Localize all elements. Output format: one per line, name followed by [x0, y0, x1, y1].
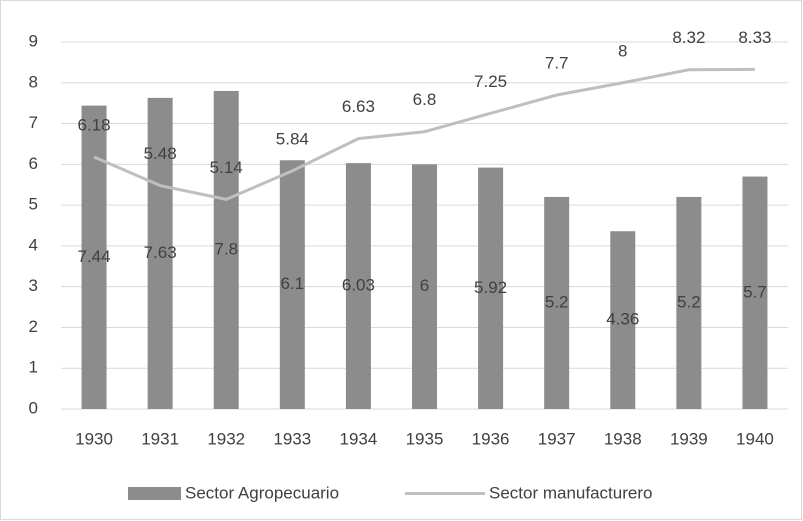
line-value-label: 6.8 [413, 90, 437, 109]
bar [279, 160, 305, 409]
y-tick-label: 7 [29, 113, 38, 132]
x-tick-label: 1930 [75, 429, 113, 448]
bar [544, 196, 570, 409]
y-tick-label: 6 [29, 154, 38, 173]
y-tick-label: 9 [29, 31, 38, 50]
bar [147, 97, 173, 410]
line [93, 67, 755, 201]
y-tick-label: 3 [29, 276, 38, 295]
line-value-label: 6.18 [77, 115, 110, 134]
x-tick-label: 1934 [339, 429, 377, 448]
x-tick-label: 1935 [406, 429, 444, 448]
x-tick-label: 1932 [207, 429, 245, 448]
bar-value-label: 7.44 [77, 247, 110, 266]
bar [478, 167, 504, 409]
line-value-label: 7.25 [474, 72, 507, 91]
bar-value-label: 4.36 [606, 310, 639, 329]
bar-value-label: 6.03 [342, 276, 375, 295]
bar-value-label: 7.8 [214, 239, 238, 258]
y-tick-label: 1 [29, 358, 38, 377]
bar [345, 163, 371, 409]
line-value-label: 8.32 [672, 28, 705, 47]
line-value-label: 8.33 [738, 28, 771, 47]
line-value-label: 6.63 [342, 97, 375, 116]
bar-value-label: 5.2 [545, 292, 569, 311]
x-tick-label: 1931 [141, 429, 179, 448]
x-tick-label: 1940 [736, 429, 774, 448]
y-tick-label: 8 [29, 72, 38, 91]
bar-value-label: 5.7 [743, 282, 767, 301]
x-tick-label: 1933 [273, 429, 311, 448]
x-tick-label: 1937 [538, 429, 576, 448]
bar [412, 164, 437, 409]
bar [213, 90, 239, 409]
bar-value-label: 6.1 [280, 274, 304, 293]
bar-value-label: 6 [420, 276, 429, 295]
y-tick-label: 4 [29, 235, 38, 254]
x-tick-label: 1939 [670, 429, 708, 448]
bar [676, 196, 702, 409]
y-tick-label: 0 [29, 398, 38, 417]
x-tick-label: 1938 [604, 429, 642, 448]
line-value-label: 7.7 [545, 53, 569, 72]
line-value-label: 8 [618, 41, 627, 60]
legend-label: Sector manufacturero [489, 483, 652, 502]
line-value-label: 5.84 [276, 129, 309, 148]
bar-value-label: 5.92 [474, 278, 507, 297]
bar [742, 176, 768, 409]
bar-value-label: 5.2 [677, 292, 701, 311]
bar-value-label: 7.63 [144, 243, 177, 262]
x-tick-label: 1936 [472, 429, 510, 448]
bar [81, 105, 107, 409]
legend-swatch [128, 487, 181, 500]
y-tick-label: 5 [29, 195, 38, 214]
line-value-label: 5.48 [144, 144, 177, 163]
y-tick-label: 2 [29, 317, 38, 336]
bar [610, 231, 636, 409]
line-value-label: 5.14 [210, 158, 243, 177]
legend-label: Sector Agropecuario [185, 483, 339, 502]
